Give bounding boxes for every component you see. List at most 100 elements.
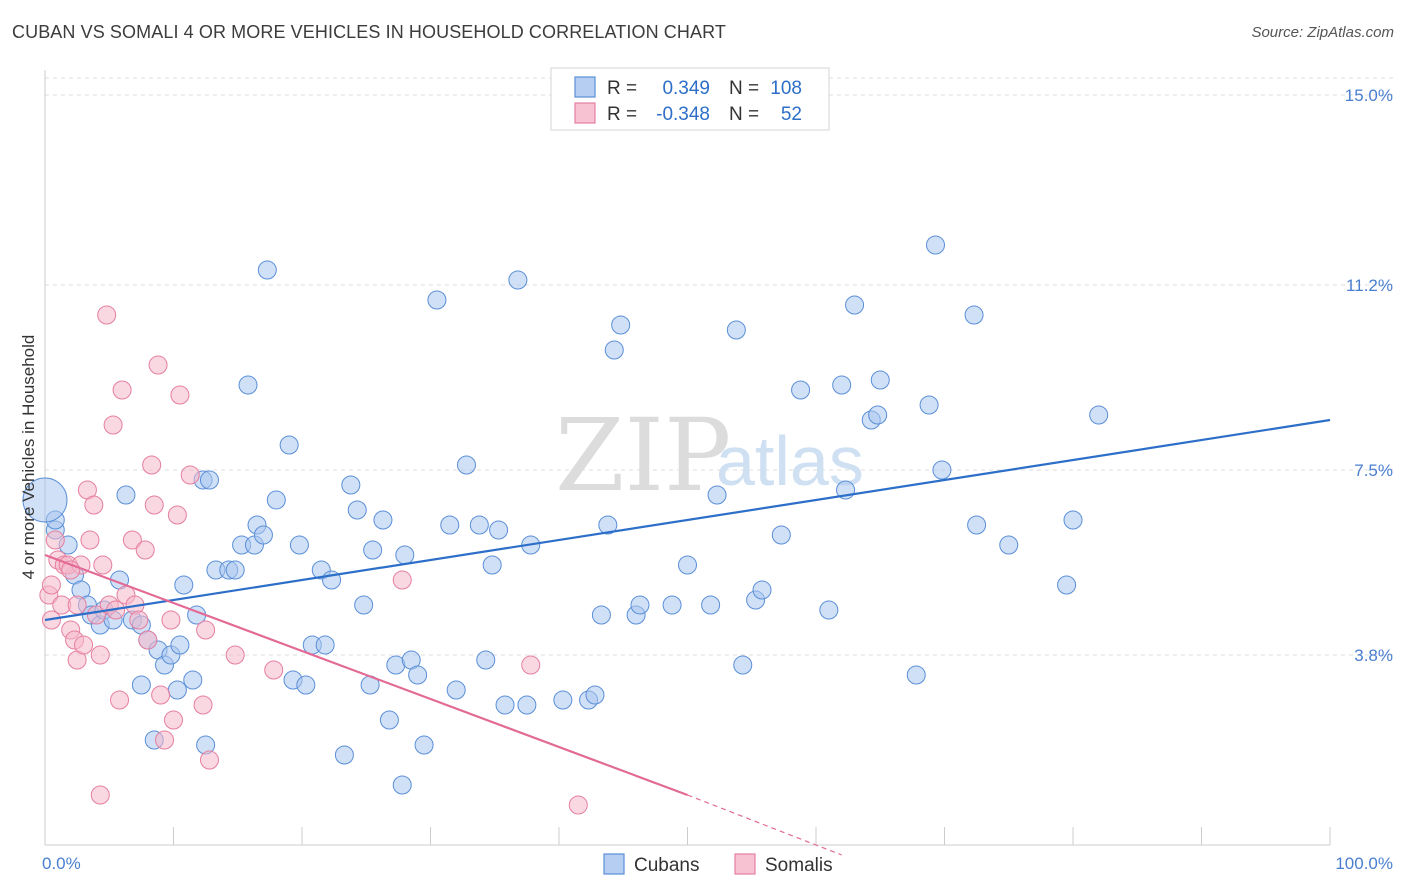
cubans-point-102 <box>964 305 984 325</box>
cubans-point-55 <box>392 775 412 795</box>
somalis-point-24 <box>110 690 130 710</box>
somalis-trend-line-extension <box>687 794 842 856</box>
somalis-point-17 <box>90 645 110 665</box>
correlation-legend: R = 0.349 N = 108 R = -0.348 N = 52 <box>550 67 830 131</box>
chart-title: CUBAN VS SOMALI 4 OR MORE VEHICLES IN HO… <box>12 22 726 42</box>
cubans-point-103 <box>967 515 987 535</box>
y-tick-label-2: 11.2% <box>1346 276 1393 295</box>
somalis-point-44 <box>225 645 245 665</box>
legend-r-value-somalis: -0.348 <box>656 104 710 125</box>
somalis-point-1 <box>41 575 61 595</box>
legend-swatch-somalis <box>574 102 596 124</box>
cubans-trend-line <box>44 418 1331 622</box>
cubans-point-56 <box>395 545 415 565</box>
cubans-point-99 <box>919 395 939 415</box>
cubans-point-49 <box>354 595 374 615</box>
somalis-point-34 <box>151 685 171 705</box>
cubans-point-82 <box>678 555 697 575</box>
legend-n-label-cubans: N = <box>729 78 759 99</box>
cubans-point-76 <box>598 515 618 535</box>
cubans-point-74 <box>585 685 605 705</box>
cubans-point-large <box>22 477 68 523</box>
cubans-point-22 <box>174 575 194 595</box>
cubans-point-80 <box>630 595 650 615</box>
cubans-point-53 <box>379 710 399 730</box>
cubans-point-61 <box>440 515 460 535</box>
somalis-point-46 <box>392 570 412 590</box>
trend-lines <box>44 418 1331 856</box>
cubans-point-59 <box>414 735 434 755</box>
bottom-legend-label-cubans: Cubans <box>634 855 700 876</box>
x-tick-label-min: 0.0% <box>42 854 81 873</box>
cubans-point-96 <box>868 405 888 425</box>
legend-n-value-somalis: 52 <box>781 104 802 125</box>
somalis-point-31 <box>142 455 162 475</box>
y-axis-title: 4 or more Vehicles in Household <box>19 335 38 580</box>
cubans-point-11 <box>116 485 136 505</box>
data-points <box>22 235 1109 815</box>
somalis-point-26 <box>122 530 142 550</box>
cubans-point-62 <box>446 680 466 700</box>
cubans-point-38 <box>279 435 299 455</box>
somalis-point-30 <box>138 630 158 650</box>
somalis-point-15 <box>84 495 104 515</box>
cubans-point-70 <box>517 695 537 715</box>
y-tick-label-1: 7.5% <box>1354 461 1393 480</box>
cubans-point-81 <box>662 595 682 615</box>
cubans-point-107 <box>1089 405 1109 425</box>
somalis-point-33 <box>148 355 168 375</box>
cubans-point-86 <box>733 655 753 675</box>
cubans-point-100 <box>926 235 946 255</box>
bottom-legend-label-somalis: Somalis <box>765 855 833 876</box>
somalis-point-45 <box>264 660 284 680</box>
cubans-point-32 <box>238 375 258 395</box>
legend-swatch-cubans <box>574 76 596 98</box>
legend-r-value-cubans: 0.349 <box>662 78 710 99</box>
cubans-point-37 <box>266 490 286 510</box>
cubans-point-66 <box>482 555 502 575</box>
tick-labels: 3.8% 7.5% 11.2% 15.0% 0.0% 100.0% <box>42 86 1393 873</box>
cubans-point-89 <box>771 525 791 545</box>
cubans-point-64 <box>469 515 489 535</box>
cubans-point-83 <box>701 595 721 615</box>
cubans-point-46 <box>334 745 354 765</box>
cubans-point-98 <box>906 665 926 685</box>
cubans-point-41 <box>296 675 316 695</box>
cubans-point-90 <box>791 380 811 400</box>
somalis-point-47 <box>521 655 541 675</box>
somalis-point-37 <box>164 710 183 730</box>
cubans-point-97 <box>870 370 890 390</box>
cubans-point-21 <box>170 635 190 655</box>
source-credit: Source: ZipAtlas.com <box>1251 24 1394 41</box>
cubans-point-94 <box>845 295 865 315</box>
bottom-legend-swatch-cubans <box>603 853 625 875</box>
cubans-point-60 <box>427 290 447 310</box>
cubans-point-105 <box>1057 575 1077 595</box>
somalis-point-38 <box>167 505 187 525</box>
cubans-point-77 <box>604 340 624 360</box>
legend-r-label-cubans: R = <box>607 78 637 99</box>
somalis-point-18 <box>90 785 110 805</box>
cubans-point-78 <box>611 315 631 335</box>
somalis-point-9 <box>67 595 87 615</box>
somalis-point-28 <box>129 610 149 630</box>
somalis-point-48 <box>568 795 588 815</box>
cubans-point-40 <box>289 535 309 555</box>
cubans-point-47 <box>341 475 361 495</box>
cubans-point-92 <box>832 375 852 395</box>
cubans-point-51 <box>363 540 383 560</box>
cubans-point-72 <box>553 690 573 710</box>
somalis-point-20 <box>97 305 117 325</box>
legend-n-value-cubans: 108 <box>770 78 802 99</box>
somalis-point-36 <box>161 610 181 630</box>
cubans-point-20 <box>167 680 187 700</box>
cubans-point-91 <box>819 600 839 620</box>
cubans-point-23 <box>183 670 203 690</box>
cubans-point-104 <box>999 535 1019 555</box>
cubans-point-106 <box>1063 510 1083 530</box>
cubans-point-36 <box>257 260 277 280</box>
cubans-point-52 <box>373 510 393 530</box>
cubans-point-67 <box>489 520 509 540</box>
x-tick-label-max: 100.0% <box>1335 854 1393 873</box>
